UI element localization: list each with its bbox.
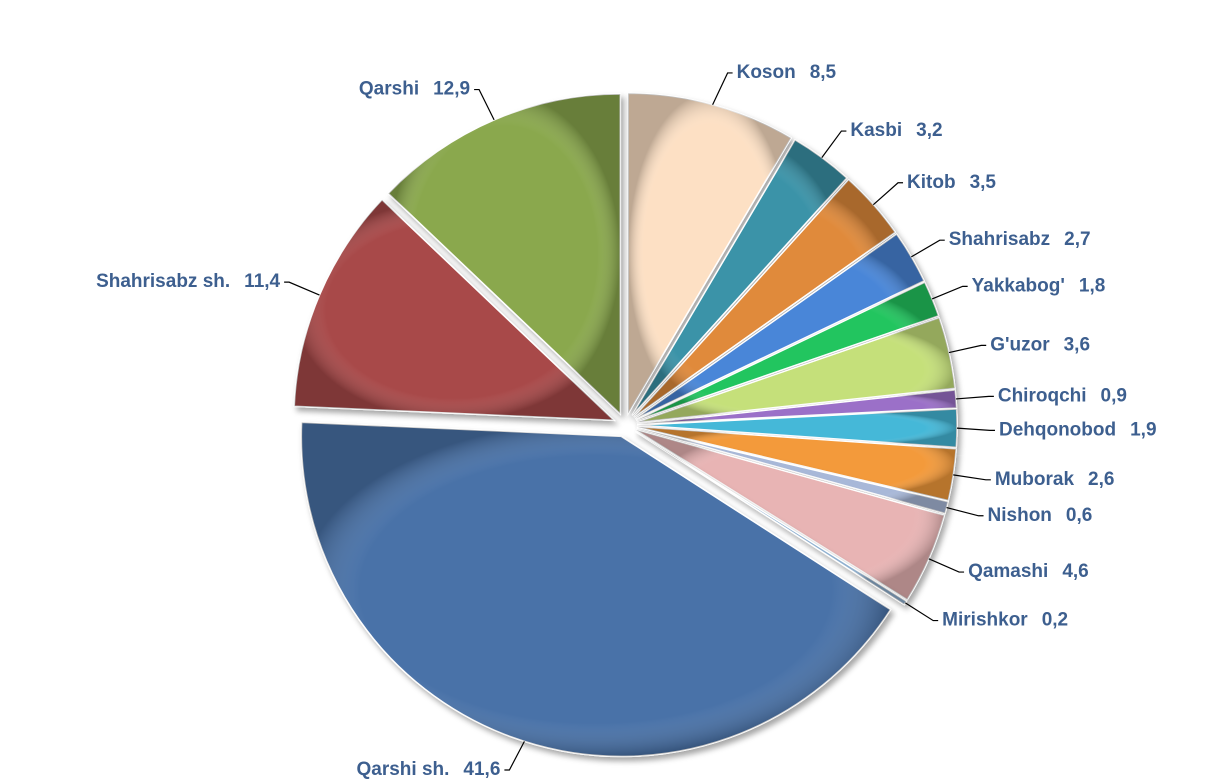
category-name: Chiroqchi bbox=[998, 385, 1087, 406]
leader-line bbox=[284, 281, 320, 296]
slice-label: Kitob 3,5 bbox=[907, 172, 996, 193]
slice-shine bbox=[635, 234, 925, 419]
slices bbox=[293, 92, 958, 758]
value-label: 8,5 bbox=[810, 62, 837, 83]
category-name: Mirishkor bbox=[942, 610, 1028, 631]
slice-label: G'uzor 3,6 bbox=[990, 334, 1090, 355]
slice-shine bbox=[636, 427, 949, 514]
slice-shine bbox=[635, 431, 907, 605]
value-label: 1,8 bbox=[1079, 275, 1105, 296]
slice-shine bbox=[636, 409, 957, 448]
leader-line bbox=[821, 130, 847, 158]
leader-line bbox=[956, 427, 995, 431]
value-label: 3,2 bbox=[916, 120, 942, 141]
leader-line bbox=[955, 395, 994, 400]
value-label: 11,4 bbox=[244, 271, 280, 292]
slice-shine bbox=[636, 282, 939, 421]
slice-label: Kasbi 3,2 bbox=[850, 120, 942, 141]
leader-line bbox=[953, 474, 991, 481]
category-name: Koson bbox=[737, 62, 796, 83]
slice-label: Shahrisabz sh. 11,4 bbox=[96, 271, 280, 292]
category-name: Muborak bbox=[995, 469, 1075, 490]
slice-label: Yakkabog' 1,8 bbox=[972, 275, 1106, 296]
value-label: 3,6 bbox=[1064, 334, 1090, 355]
value-label: 2,7 bbox=[1064, 229, 1090, 250]
slice-shine bbox=[635, 429, 945, 600]
category-name: Kasbi bbox=[850, 120, 902, 141]
slice-label: Chiroqchi 0,9 bbox=[998, 385, 1127, 406]
leader-line bbox=[931, 285, 968, 300]
value-label: 4,6 bbox=[1062, 561, 1088, 582]
value-label: 41,6 bbox=[463, 759, 500, 780]
slice-shine bbox=[301, 422, 891, 757]
value-label: 0,9 bbox=[1101, 385, 1127, 406]
category-name: Nishon bbox=[988, 505, 1052, 526]
category-name: Qamashi bbox=[968, 561, 1048, 582]
slice-shine bbox=[632, 139, 847, 416]
slice-label: Qarshi sh. 41,6 bbox=[356, 759, 500, 780]
labels: Koson 8,5 Kasbi 3,2 Kitob 3,5 Shahrisabz 2,7 Yak… bbox=[96, 62, 1156, 780]
slice-shine bbox=[388, 93, 621, 414]
category-name: Shahrisabz bbox=[949, 229, 1050, 250]
slice-label: Qamashi 4,6 bbox=[968, 561, 1089, 582]
category-name: Shahrisabz sh. bbox=[96, 271, 230, 292]
leader-line bbox=[948, 344, 987, 354]
slice-label: Shahrisabz 2,7 bbox=[949, 229, 1091, 250]
value-label: 2,6 bbox=[1088, 469, 1114, 490]
slice-label: Muborak 2,6 bbox=[995, 469, 1115, 490]
category-name: Qarshi sh. bbox=[356, 759, 449, 780]
leader-line bbox=[946, 506, 984, 517]
slice-shine bbox=[636, 389, 957, 425]
category-name: G'uzor bbox=[990, 334, 1050, 355]
value-label: 12,9 bbox=[433, 79, 470, 100]
slice-shine bbox=[628, 93, 792, 414]
slice-label: Dehqonobod 1,9 bbox=[999, 419, 1157, 440]
leader-line bbox=[910, 239, 945, 258]
leader-line bbox=[474, 88, 495, 121]
category-name: Qarshi bbox=[359, 79, 419, 100]
leader-line bbox=[904, 602, 939, 622]
category-name: Dehqonobod bbox=[999, 419, 1116, 440]
value-label: 1,9 bbox=[1130, 419, 1156, 440]
slice-shine bbox=[636, 317, 955, 423]
slice-label: Koson 8,5 bbox=[737, 62, 837, 83]
category-name: Yakkabog' bbox=[972, 275, 1065, 296]
leader-line bbox=[504, 741, 525, 771]
slice-label: Mirishkor 0,2 bbox=[942, 610, 1068, 631]
slice-label: Qarshi 12,9 bbox=[359, 79, 470, 100]
slice-shine bbox=[633, 179, 896, 418]
slice-shine bbox=[636, 426, 957, 501]
slice-label: Nishon 0,6 bbox=[988, 505, 1093, 526]
slice-shine bbox=[294, 199, 614, 421]
value-label: 0,2 bbox=[1042, 610, 1068, 631]
value-label: 3,5 bbox=[970, 172, 997, 193]
leader-line bbox=[928, 558, 965, 573]
category-name: Kitob bbox=[907, 172, 956, 193]
value-label: 0,6 bbox=[1066, 505, 1092, 526]
leader-line bbox=[712, 72, 733, 106]
leader-line bbox=[872, 182, 904, 206]
